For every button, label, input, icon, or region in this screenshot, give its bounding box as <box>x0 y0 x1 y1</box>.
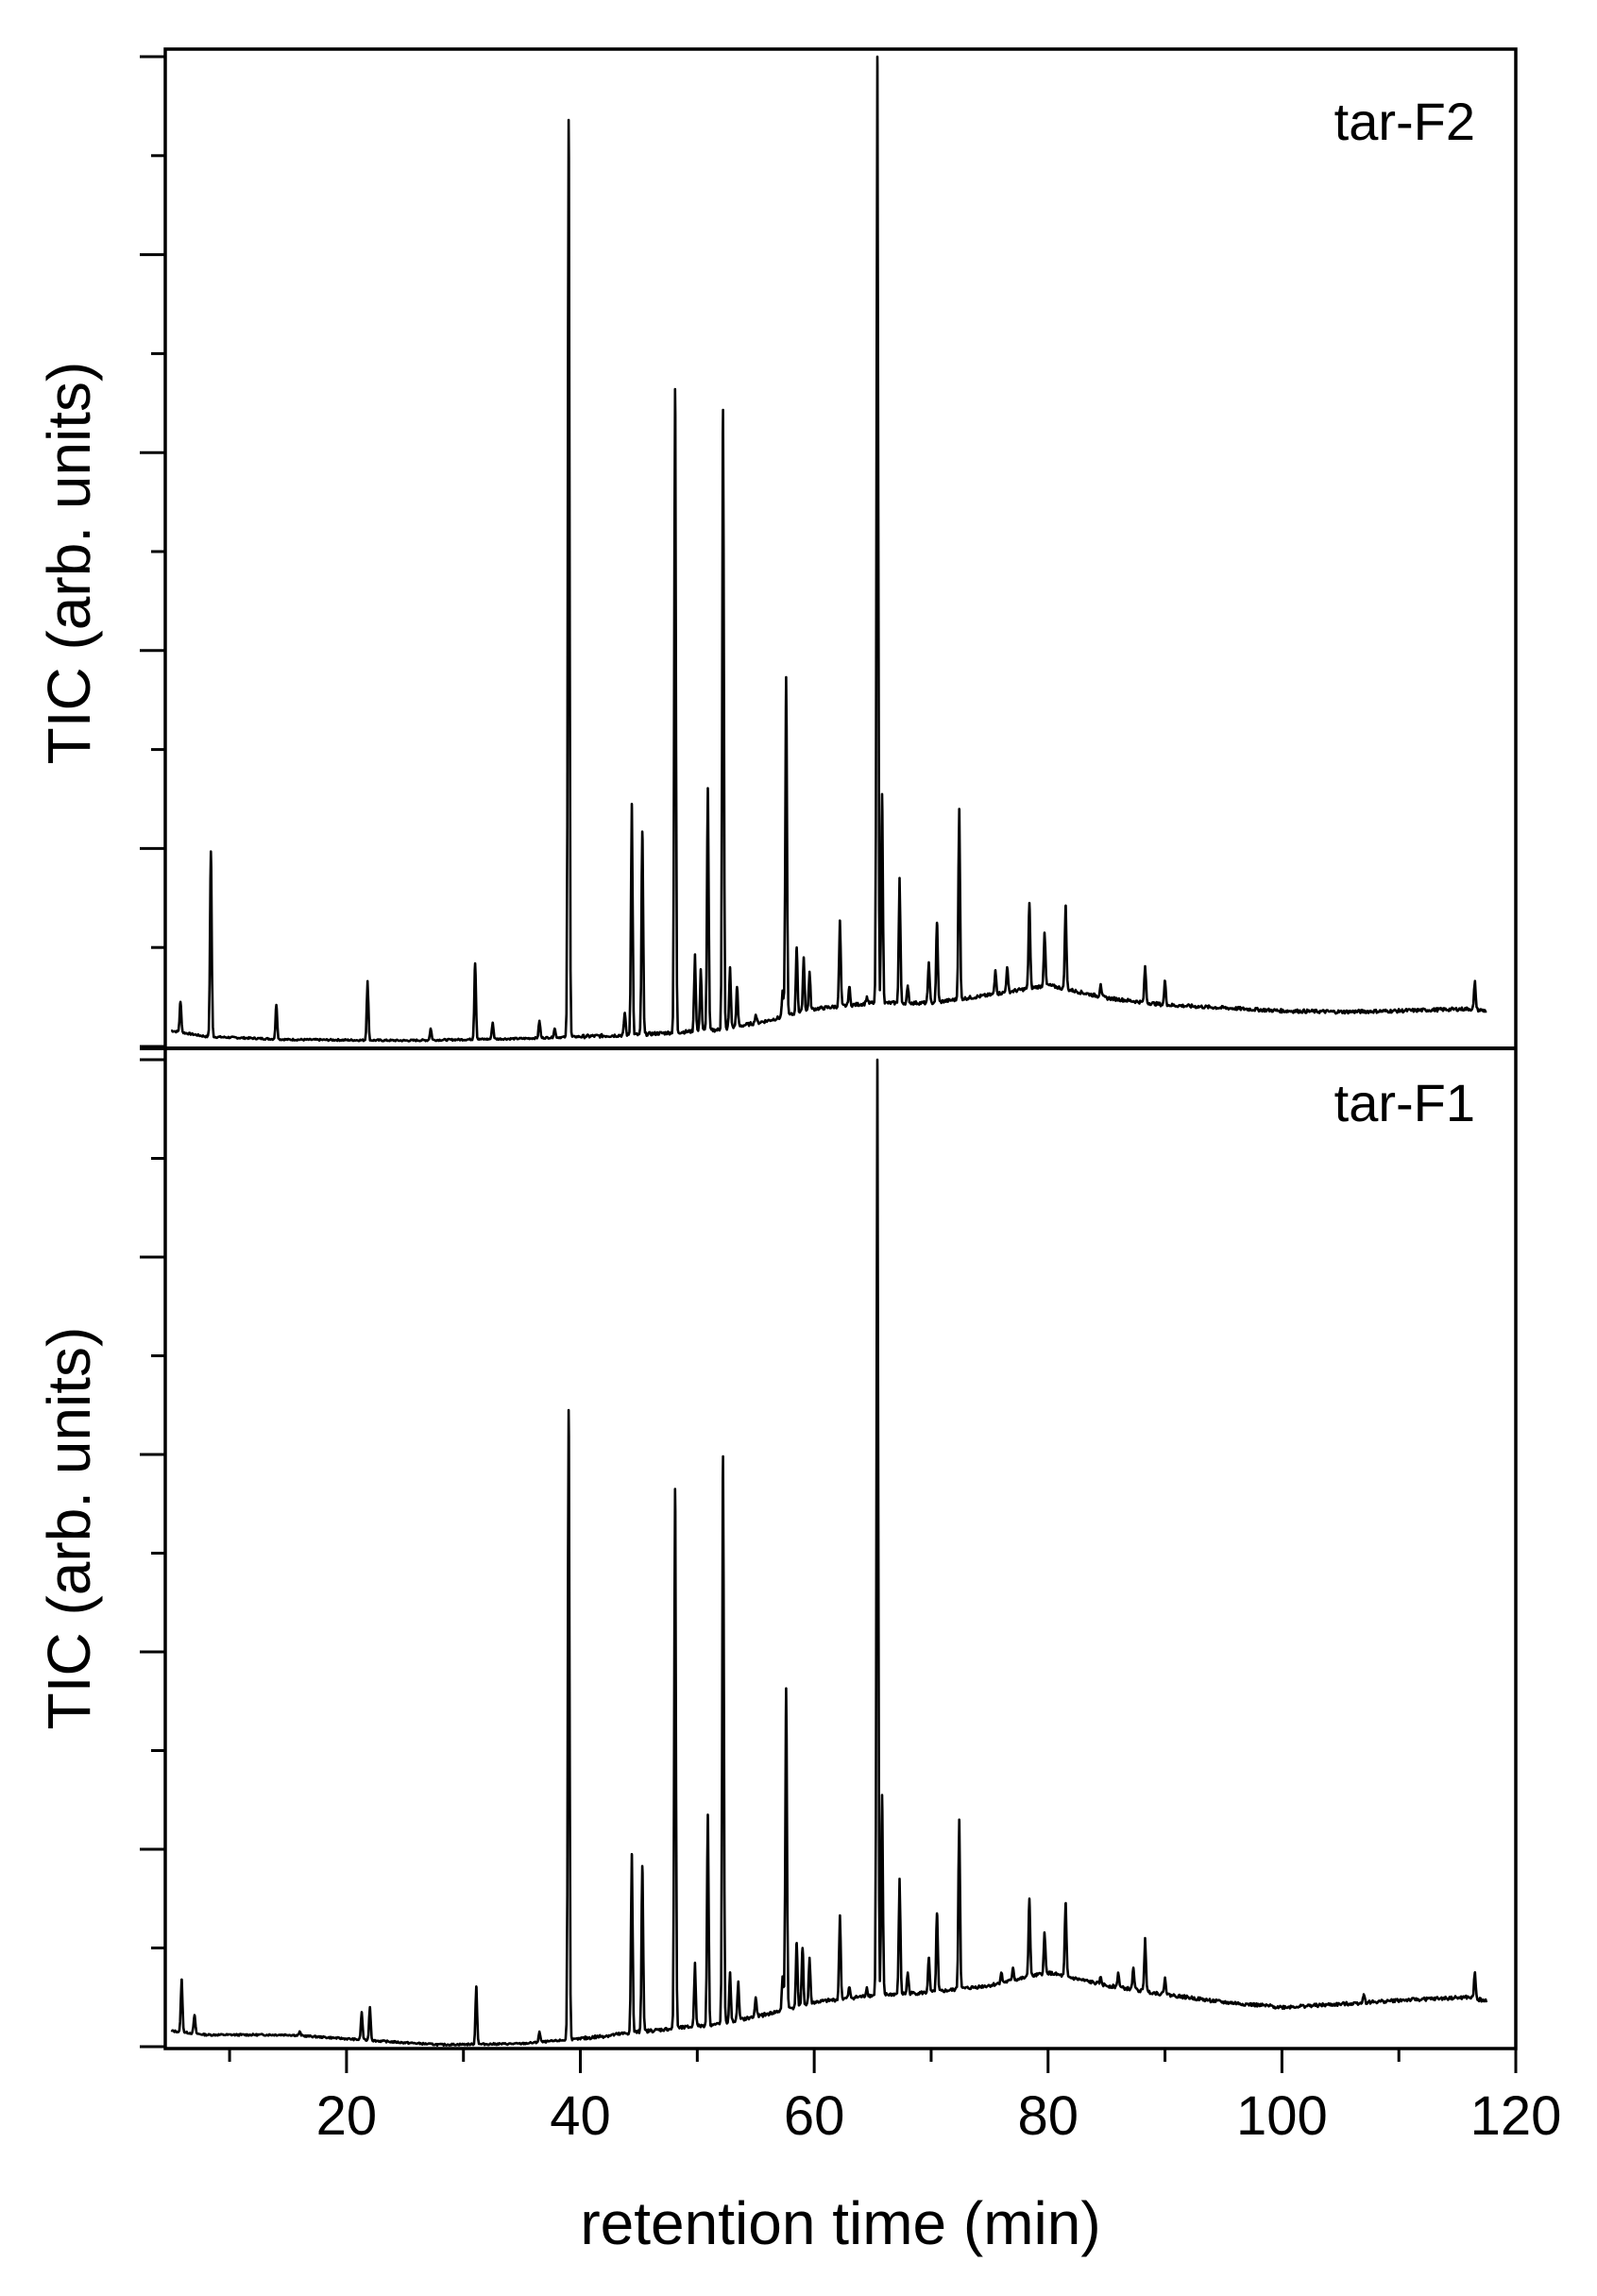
y-axis-label-tar-f2: TIC (arb. units) <box>35 362 103 765</box>
x-axis: 20 40 60 80 100 120 <box>228 2049 1562 2147</box>
x-tick-label: 40 <box>550 2085 611 2147</box>
series-line-tar-f1 <box>170 1058 1488 2047</box>
x-axis-label: retention time (min) <box>580 2189 1100 2257</box>
x-tick-label: 100 <box>1236 2085 1328 2147</box>
y-axis-label-tar-f1: TIC (arb. units) <box>35 1327 103 1730</box>
panel-tar-f1: tar-F1 TIC (arb. units) <box>35 1058 1488 2049</box>
x-tick-label: 20 <box>316 2085 378 2147</box>
series-line-tar-f2 <box>170 55 1487 1043</box>
panel-tar-f2: tar-F2 TIC (arb. units) <box>35 55 1487 1048</box>
x-tick-label: 120 <box>1470 2085 1562 2147</box>
x-tick-label: 80 <box>1018 2085 1079 2147</box>
panel-label-tar-f2: tar-F2 <box>1334 92 1475 151</box>
y-ticks-tar-f1 <box>140 1058 165 2049</box>
panel-label-tar-f1: tar-F1 <box>1334 1073 1475 1132</box>
y-ticks-tar-f2 <box>140 55 165 1048</box>
x-tick-label: 60 <box>784 2085 845 2147</box>
